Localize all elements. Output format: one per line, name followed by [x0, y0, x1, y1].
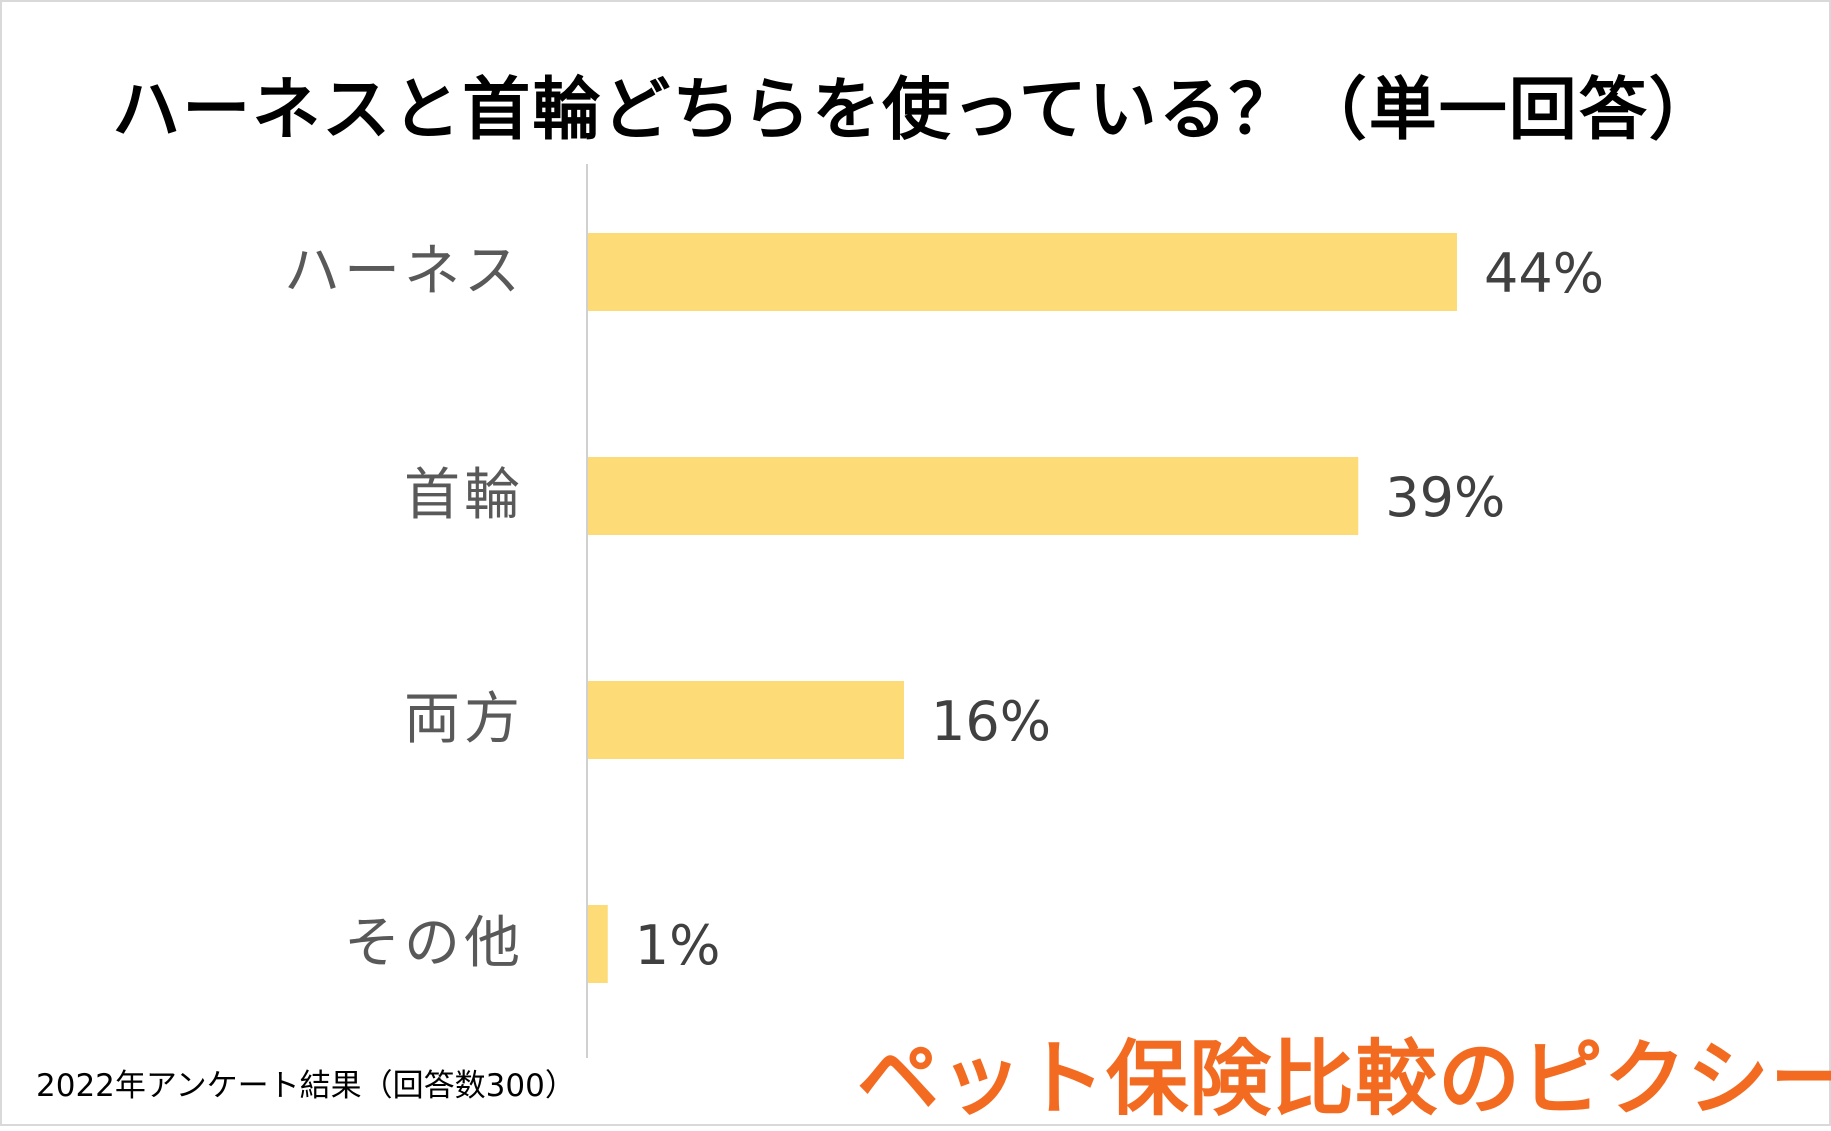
category-label-4: その他 — [344, 911, 524, 976]
value-label-1: 44% — [1484, 242, 1604, 305]
bar-3 — [588, 681, 904, 759]
category-label-1: ハーネス — [284, 239, 524, 304]
value-label-3: 16% — [931, 690, 1051, 753]
category-label-2: 首輪 — [404, 463, 524, 528]
value-label-2: 39% — [1385, 466, 1505, 529]
category-label-3: 両方 — [404, 687, 524, 752]
value-label-4: 1% — [635, 914, 721, 977]
chart-title: ハーネスと首輪どちらを使っている？（単一回答） — [112, 71, 1719, 150]
brand-logo: ペット保険比較のピクシー — [857, 1032, 1831, 1127]
survey-note: 2022年アンケート結果（回答数300） — [36, 1068, 576, 1104]
bar-4 — [588, 905, 608, 983]
bar-1 — [588, 233, 1457, 311]
bar-2 — [588, 457, 1359, 535]
